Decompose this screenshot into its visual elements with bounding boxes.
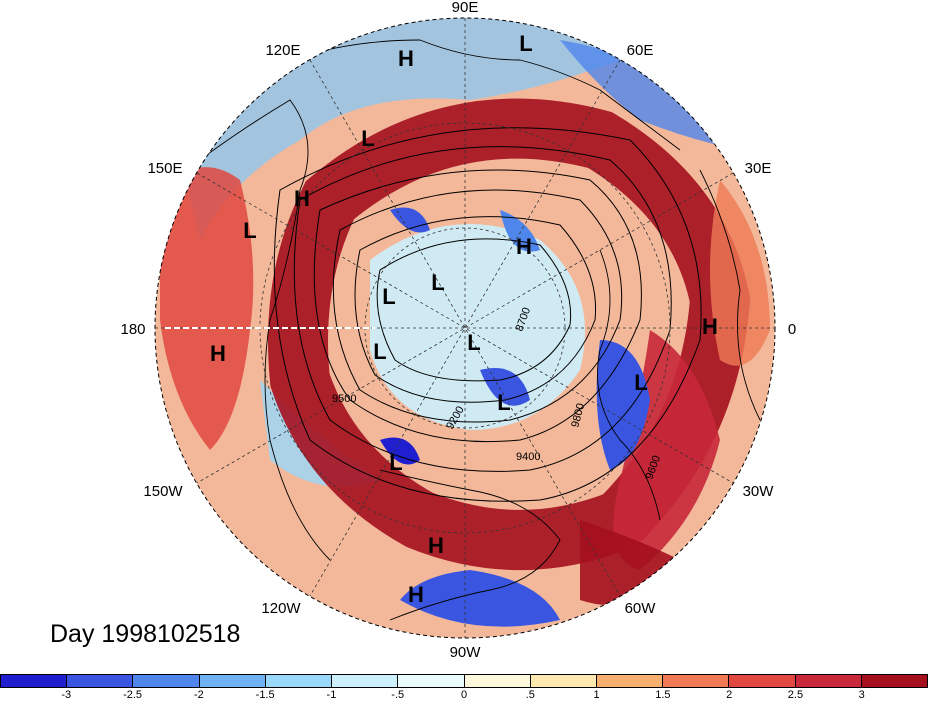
colorbar-swatch [729,675,796,687]
lon-label: 60W [625,600,657,617]
lon-label: 120E [265,42,300,59]
colorbar-tick-label: 1.5 [655,689,671,701]
colorbar-swatch [530,675,597,687]
pressure-center-label: L [243,218,256,243]
lon-label: 30E [745,160,772,177]
colorbar [0,674,928,688]
lon-label: 90W [450,644,482,661]
colorbar-tick-label: -3 [61,689,72,701]
lon-label: 0 [788,321,796,338]
colorbar-tick-label: -1.5 [255,689,275,701]
pressure-center-label: L [467,330,480,355]
colorbar-tick-label: 0 [460,689,468,701]
colorbar-tick-label: 2.5 [787,689,804,701]
pressure-center-label: H [408,582,424,607]
lon-label: 150E [147,160,182,177]
lon-label: 60E [627,42,654,59]
pressure-center-label: L [497,390,510,415]
colorbar-tick-label: .5 [525,689,535,701]
pressure-center-label: H [702,314,718,339]
pressure-center-label: L [361,126,374,151]
pressure-center-label: H [516,234,532,259]
colorbar-swatch [67,675,134,687]
lon-label: 150W [143,483,183,500]
colorbar-tick-label: 2 [726,689,733,701]
pressure-center-label: L [373,339,386,364]
map-border [154,17,776,639]
lon-label: 180 [120,321,145,338]
contour-label: 9500 [332,393,356,405]
pressure-center-label: L [431,270,444,295]
contour-label: 9400 [516,451,540,463]
colorbar-swatch [596,675,664,687]
colorbar-tick-label: -1 [326,689,337,701]
lon-label: 30W [743,483,775,500]
lon-label: 120W [261,600,301,617]
colorbar-swatch [464,675,531,687]
pressure-center-label: H [428,533,444,558]
colorbar-swatch [398,675,465,687]
colorbar-swatch [795,675,862,687]
colorbar-ticks: -3 -2.5 -2 -1.5 -1 -.5 0 .5 1 1.5 2 2.5 3 [0,689,928,702]
pressure-center-label: L [382,284,395,309]
colorbar-tick-label: -.5 [391,689,405,701]
colorbar-swatch [1,675,68,687]
anomaly-field [155,18,775,638]
polar-map: 90E 120E 60E 150E 30E 180 0 150W 30W 120… [120,0,796,661]
colorbar-tick-label: -2.5 [123,689,143,701]
day-title: Day 1998102518 [50,620,241,648]
coastlines [199,39,761,621]
colorbar-tick-label: -2 [193,689,204,701]
pressure-center-label: H [210,341,226,366]
colorbar-swatch [133,675,200,687]
colorbar-swatch [199,675,266,687]
colorbar-swatch [265,675,333,687]
height-contours [273,127,702,502]
pressure-center-label: L [634,370,647,395]
colorbar-swatch [332,675,399,687]
pressure-center-label: H [294,186,310,211]
lon-label: 90E [452,0,479,16]
colorbar-tick-label: 3 [858,689,865,701]
pressure-center-label: L [519,31,532,56]
colorbar-swatch [861,675,928,687]
pressure-center-label: H [398,46,414,71]
colorbar-swatch [663,675,730,687]
colorbar-tick-label: 1 [593,689,600,701]
pressure-center-label: L [389,450,402,475]
